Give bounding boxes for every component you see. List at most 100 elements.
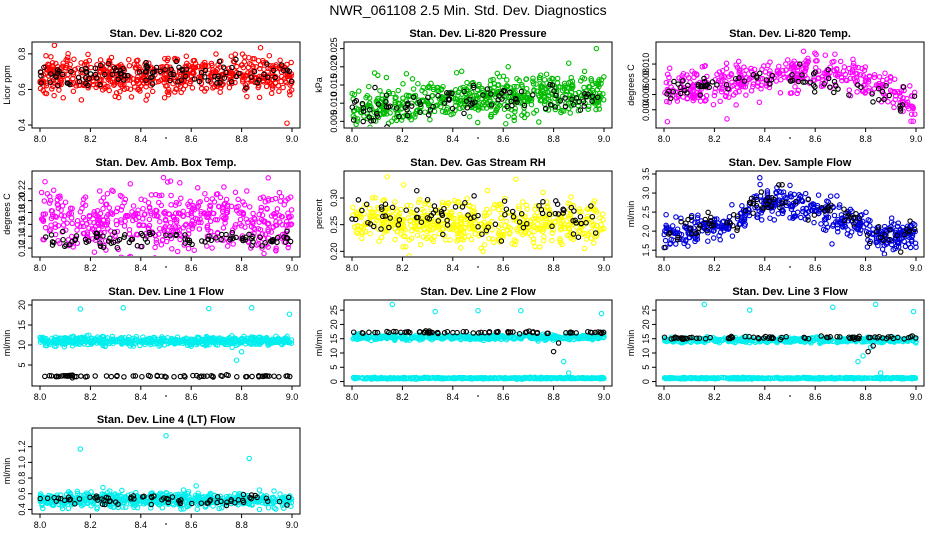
data-point	[583, 220, 589, 226]
data-point	[117, 70, 123, 77]
data-point	[353, 229, 360, 235]
data-point	[886, 92, 892, 99]
data-point	[183, 221, 189, 228]
data-point	[187, 80, 193, 87]
data-point	[58, 373, 65, 379]
data-point	[193, 339, 200, 345]
data-point	[729, 202, 735, 208]
data-point	[458, 68, 465, 75]
data-point	[592, 207, 599, 213]
data-point	[723, 65, 730, 72]
data-point	[259, 336, 265, 342]
data-point	[248, 61, 254, 68]
data-point	[533, 215, 539, 221]
data-point	[581, 68, 588, 75]
data-point	[206, 305, 212, 312]
data-point	[252, 338, 258, 344]
data-point	[842, 71, 849, 78]
data-point	[158, 337, 165, 344]
data-point	[251, 225, 257, 231]
data-point	[524, 98, 531, 104]
data-point	[383, 104, 390, 110]
data-point	[288, 207, 295, 213]
x-tick-label: 8.2	[396, 134, 409, 144]
data-point	[681, 240, 687, 247]
data-point	[536, 202, 542, 209]
data-point	[668, 95, 674, 102]
data-point	[256, 219, 262, 225]
data-point	[356, 331, 363, 337]
data-point	[789, 64, 795, 70]
data-point	[230, 241, 236, 247]
data-point	[592, 227, 599, 233]
data-point	[568, 204, 575, 211]
data-point	[666, 65, 673, 72]
data-point	[666, 231, 672, 237]
data-point	[780, 208, 786, 214]
x-tick-label: 8.6	[497, 263, 510, 273]
data-point	[82, 374, 89, 380]
data-point	[907, 218, 913, 224]
data-point	[135, 207, 141, 213]
data-point	[853, 211, 859, 217]
data-point	[48, 71, 54, 77]
data-point	[449, 105, 456, 112]
data-point	[814, 207, 820, 214]
data-point	[61, 216, 67, 223]
data-point	[692, 238, 698, 245]
data-point	[205, 226, 211, 233]
data-point	[453, 99, 459, 105]
data-point	[841, 217, 848, 224]
data-point	[249, 373, 255, 380]
data-point	[857, 223, 863, 230]
data-point	[498, 203, 505, 210]
data-point	[198, 69, 205, 76]
data-point	[201, 74, 208, 80]
data-point	[271, 373, 277, 379]
x-tick-label: 8.4	[447, 263, 460, 273]
data-point	[505, 64, 511, 70]
data-point	[114, 372, 120, 379]
data-point	[697, 92, 704, 98]
data-point	[153, 239, 160, 246]
points-layer	[37, 43, 295, 126]
data-point	[119, 203, 125, 210]
data-point	[109, 211, 116, 217]
data-point	[600, 97, 607, 103]
x-tick-label: 8.2	[396, 392, 409, 402]
data-point	[173, 229, 179, 235]
data-point	[96, 214, 102, 220]
data-point	[714, 71, 720, 78]
data-point	[133, 216, 139, 223]
data-point	[732, 76, 739, 82]
data-point	[383, 92, 390, 98]
data-point	[108, 373, 115, 380]
data-point	[287, 373, 293, 380]
data-point	[64, 80, 70, 86]
data-point	[201, 88, 208, 94]
data-point	[266, 52, 273, 59]
data-point	[189, 70, 195, 76]
data-point	[547, 81, 553, 88]
y-tick-label: 0.015	[329, 74, 339, 97]
data-point	[71, 340, 77, 346]
data-point	[440, 231, 446, 238]
data-point	[757, 175, 763, 181]
data-point	[504, 227, 511, 233]
data-point	[51, 43, 58, 49]
data-point	[484, 187, 491, 194]
data-point	[360, 105, 367, 111]
data-point	[69, 220, 75, 227]
data-point	[748, 195, 755, 202]
data-point	[262, 373, 269, 379]
data-point	[581, 103, 587, 109]
data-point	[578, 220, 584, 227]
data-point	[582, 90, 588, 97]
data-point	[851, 223, 858, 229]
data-point	[161, 79, 167, 86]
plot-frame	[31, 170, 301, 258]
data-point	[428, 212, 435, 219]
data-point	[519, 82, 525, 88]
data-point	[733, 89, 739, 96]
data-point	[366, 114, 373, 121]
